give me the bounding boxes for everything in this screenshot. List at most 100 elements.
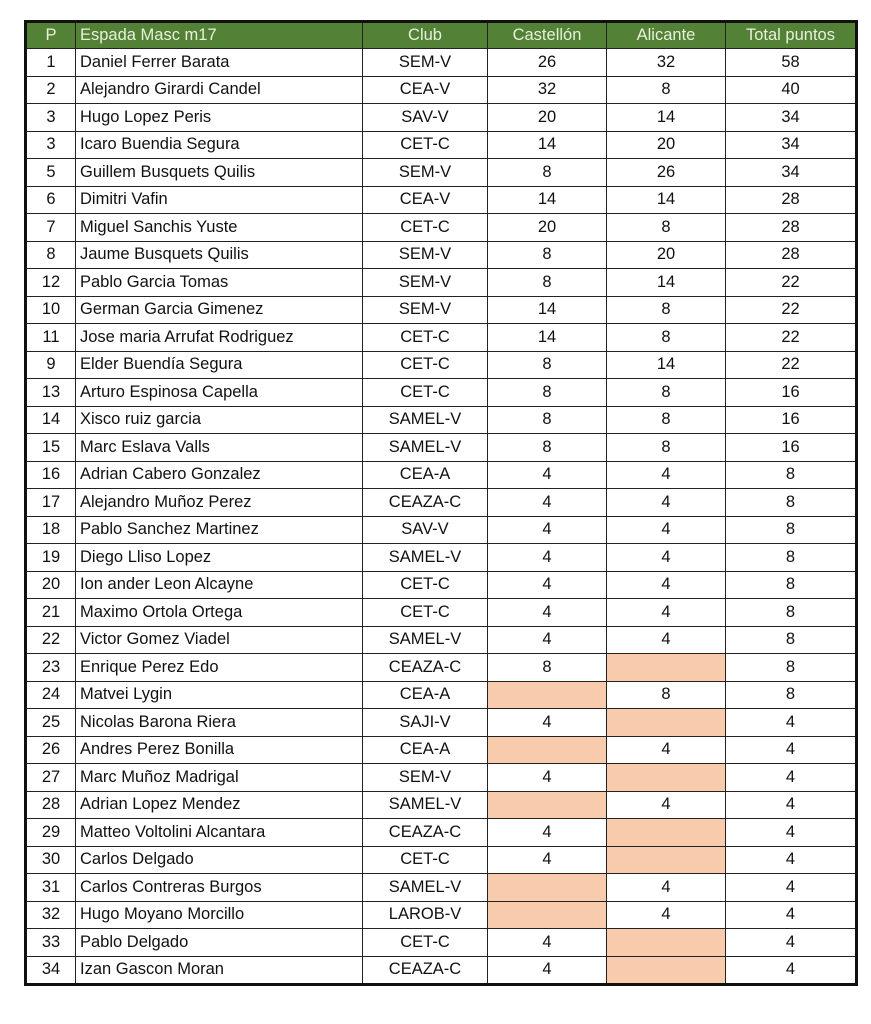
ranking-table: P Espada Masc m17 Club Castellón Alicant…: [24, 20, 858, 986]
name-cell: Arturo Espinosa Capella: [75, 378, 363, 407]
castellon-cell: 4: [487, 598, 607, 627]
alicante-cell: 4: [606, 873, 726, 902]
position-cell: 25: [25, 708, 76, 737]
total-cell: 8: [725, 515, 857, 544]
name-cell: Izan Gascon Moran: [75, 955, 363, 985]
alicante-cell: [606, 818, 726, 847]
club-cell: CEA-A: [362, 460, 488, 489]
alicante-cell: [606, 653, 726, 682]
club-cell: SAMEL-V: [362, 543, 488, 572]
club-cell: SEM-V: [362, 240, 488, 269]
castellon-cell: 14: [487, 295, 607, 324]
castellon-cell: 8: [487, 653, 607, 682]
name-cell: Elder Buendía Segura: [75, 350, 363, 379]
alicante-cell: 4: [606, 790, 726, 819]
header-name: Espada Masc m17: [75, 21, 363, 49]
total-cell: 22: [725, 323, 857, 352]
total-cell: 4: [725, 900, 857, 929]
club-cell: CEA-V: [362, 185, 488, 214]
total-cell: 8: [725, 488, 857, 517]
table-row: 16 Adrian Cabero Gonzalez CEA-A 4 4 8: [25, 460, 857, 489]
total-cell: 22: [725, 295, 857, 324]
table-row: 29 Matteo Voltolini Alcantara CEAZA-C 4 4: [25, 818, 857, 847]
position-cell: 28: [25, 790, 76, 819]
alicante-cell: 4: [606, 460, 726, 489]
header-position: P: [25, 21, 76, 49]
castellon-cell: [487, 680, 607, 709]
alicante-cell: 8: [606, 295, 726, 324]
alicante-cell: 8: [606, 433, 726, 462]
alicante-cell: 8: [606, 680, 726, 709]
name-cell: Ion ander Leon Alcayne: [75, 570, 363, 599]
position-cell: 34: [25, 955, 76, 985]
name-cell: Matvei Lygin: [75, 680, 363, 709]
header-total: Total puntos: [725, 21, 857, 49]
name-cell: Guillem Busquets Quilis: [75, 158, 363, 187]
table-row: 24 Matvei Lygin CEA-A 8 8: [25, 680, 857, 709]
total-cell: 4: [725, 708, 857, 737]
table-row: 1 Daniel Ferrer Barata SEM-V 26 32 58: [25, 48, 857, 77]
position-cell: 9: [25, 350, 76, 379]
position-cell: 7: [25, 213, 76, 242]
club-cell: CEAZA-C: [362, 488, 488, 517]
alicante-cell: 4: [606, 900, 726, 929]
position-cell: 15: [25, 433, 76, 462]
position-cell: 14: [25, 405, 76, 434]
club-cell: CET-C: [362, 845, 488, 874]
total-cell: 34: [725, 103, 857, 132]
name-cell: Marc Muñoz Madrigal: [75, 763, 363, 792]
table-row: 2 Alejandro Girardi Candel CEA-V 32 8 40: [25, 75, 857, 104]
club-cell: SEM-V: [362, 48, 488, 77]
name-cell: Adrian Cabero Gonzalez: [75, 460, 363, 489]
name-cell: Matteo Voltolini Alcantara: [75, 818, 363, 847]
table-row: 13 Arturo Espinosa Capella CET-C 8 8 16: [25, 378, 857, 407]
position-cell: 24: [25, 680, 76, 709]
alicante-cell: 20: [606, 130, 726, 159]
castellon-cell: 4: [487, 928, 607, 957]
position-cell: 31: [25, 873, 76, 902]
name-cell: Miguel Sanchis Yuste: [75, 213, 363, 242]
table-row: 14 Xisco ruiz garcia SAMEL-V 8 8 16: [25, 405, 857, 434]
position-cell: 33: [25, 928, 76, 957]
castellon-cell: 14: [487, 185, 607, 214]
total-cell: 4: [725, 873, 857, 902]
club-cell: CET-C: [362, 570, 488, 599]
alicante-cell: [606, 955, 726, 985]
castellon-cell: 4: [487, 818, 607, 847]
alicante-cell: 8: [606, 75, 726, 104]
club-cell: SAJI-V: [362, 708, 488, 737]
total-cell: 4: [725, 790, 857, 819]
club-cell: CEAZA-C: [362, 653, 488, 682]
total-cell: 4: [725, 818, 857, 847]
total-cell: 8: [725, 543, 857, 572]
club-cell: CEAZA-C: [362, 818, 488, 847]
name-cell: German Garcia Gimenez: [75, 295, 363, 324]
position-cell: 5: [25, 158, 76, 187]
club-cell: CET-C: [362, 213, 488, 242]
alicante-cell: [606, 845, 726, 874]
castellon-cell: 32: [487, 75, 607, 104]
alicante-cell: 14: [606, 103, 726, 132]
alicante-cell: 4: [606, 625, 726, 654]
table-row: 18 Pablo Sanchez Martinez SAV-V 4 4 8: [25, 515, 857, 544]
table-row: 23 Enrique Perez Edo CEAZA-C 8 8: [25, 653, 857, 682]
club-cell: CET-C: [362, 598, 488, 627]
castellon-cell: [487, 790, 607, 819]
alicante-cell: 14: [606, 268, 726, 297]
total-cell: 4: [725, 735, 857, 764]
total-cell: 8: [725, 460, 857, 489]
name-cell: Adrian Lopez Mendez: [75, 790, 363, 819]
alicante-cell: 8: [606, 213, 726, 242]
alicante-cell: 4: [606, 570, 726, 599]
table-row: 25 Nicolas Barona Riera SAJI-V 4 4: [25, 708, 857, 737]
alicante-cell: 26: [606, 158, 726, 187]
club-cell: SAMEL-V: [362, 790, 488, 819]
total-cell: 8: [725, 680, 857, 709]
table-row: 12 Pablo Garcia Tomas SEM-V 8 14 22: [25, 268, 857, 297]
castellon-cell: 8: [487, 405, 607, 434]
club-cell: SEM-V: [362, 158, 488, 187]
total-cell: 34: [725, 158, 857, 187]
position-cell: 22: [25, 625, 76, 654]
header-castellon: Castellón: [487, 21, 607, 49]
name-cell: Maximo Ortola Ortega: [75, 598, 363, 627]
